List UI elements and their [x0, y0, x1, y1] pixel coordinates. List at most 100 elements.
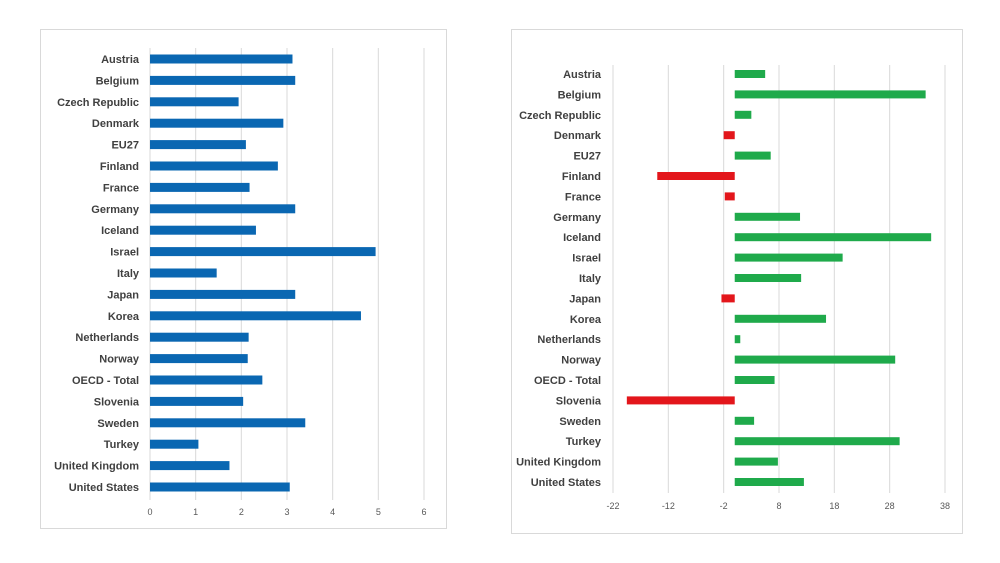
bar-1 — [150, 75, 296, 85]
category-label-4: EU27 — [111, 140, 139, 152]
bar-15 — [150, 375, 263, 385]
bar-20 — [734, 478, 804, 486]
bar-4 — [734, 151, 771, 160]
category-label-12: Korea — [108, 311, 140, 323]
bar-5 — [657, 172, 735, 180]
x-tick-label-5: 28 — [885, 501, 895, 511]
category-label-19: United Kingdom — [54, 461, 139, 473]
right-bar-chart: -22 -12 -2 8 18 28 38 Austria Belgium Czech Repub… — [516, 65, 950, 511]
category-label-4: EU27 — [573, 151, 601, 163]
bar-2 — [150, 97, 239, 107]
bar-4 — [150, 140, 246, 150]
bar-8 — [734, 233, 932, 242]
x-tick-label-2: -2 — [720, 501, 728, 511]
category-label-7: Germany — [91, 204, 140, 216]
left-chart-panel: 0 1 2 3 4 5 6 Austria Belgium Czech Republic Denma… — [40, 29, 447, 529]
x-tick-label-4: 4 — [330, 507, 335, 517]
bar-7 — [150, 204, 296, 214]
bar-6 — [150, 182, 250, 192]
category-label-8: Iceland — [563, 232, 601, 244]
category-label-0: Austria — [563, 69, 602, 81]
x-tick-label-5: 5 — [376, 507, 381, 517]
category-label-9: Israel — [110, 247, 139, 259]
bar-2 — [734, 110, 752, 119]
category-label-19: United Kingdom — [516, 457, 601, 469]
bar-19 — [150, 461, 230, 471]
category-label-20: United States — [69, 482, 139, 494]
category-label-5: Finland — [562, 171, 601, 183]
category-label-16: Slovenia — [556, 395, 602, 407]
category-label-9: Israel — [572, 253, 601, 265]
bar-9 — [734, 253, 843, 262]
category-label-7: Germany — [553, 212, 602, 224]
bar-20 — [150, 482, 290, 492]
category-label-17: Sweden — [97, 418, 139, 430]
category-label-15: OECD - Total — [534, 375, 601, 387]
category-label-6: France — [565, 191, 601, 203]
category-label-14: Norway — [99, 354, 140, 366]
bar-6 — [724, 192, 735, 201]
bar-3 — [723, 131, 735, 140]
category-label-10: Italy — [117, 268, 140, 280]
category-label-20: United States — [531, 477, 601, 489]
category-label-18: Turkey — [566, 436, 602, 448]
category-label-16: Slovenia — [94, 396, 140, 408]
bar-18 — [734, 437, 900, 446]
category-label-1: Belgium — [96, 75, 140, 87]
bar-14 — [734, 355, 896, 364]
bar-19 — [734, 457, 778, 466]
category-label-2: Czech Republic — [57, 97, 139, 109]
bar-18 — [150, 439, 199, 449]
category-label-0: Austria — [101, 54, 140, 66]
category-label-11: Japan — [569, 293, 601, 305]
category-label-2: Czech Republic — [519, 110, 601, 122]
bar-0 — [150, 54, 293, 64]
category-label-10: Italy — [579, 273, 602, 285]
bar-11 — [150, 289, 296, 299]
x-tick-label-4: 18 — [829, 501, 839, 511]
category-label-15: OECD - Total — [72, 375, 139, 387]
x-tick-label-6: 38 — [940, 501, 950, 511]
bar-12 — [150, 311, 361, 321]
bar-10 — [150, 268, 217, 278]
bar-1 — [734, 90, 926, 99]
bar-15 — [734, 376, 775, 384]
bar-7 — [734, 212, 801, 221]
category-label-8: Iceland — [101, 225, 139, 237]
category-label-13: Netherlands — [537, 334, 601, 346]
category-label-14: Norway — [561, 355, 602, 367]
x-tick-label-0: -22 — [606, 501, 619, 511]
x-tick-label-3: 8 — [776, 501, 781, 511]
bar-5 — [150, 161, 278, 171]
category-label-1: Belgium — [558, 89, 602, 101]
bar-13 — [734, 335, 741, 344]
bar-16 — [150, 396, 244, 406]
bar-13 — [150, 332, 249, 342]
bar-17 — [734, 416, 755, 425]
right-chart-panel: -22 -12 -2 8 18 28 38 Austria Belgium Czech Repub… — [511, 29, 963, 534]
category-label-17: Sweden — [559, 416, 601, 428]
category-label-3: Denmark — [554, 130, 602, 142]
x-tick-label-6: 6 — [421, 507, 426, 517]
bar-11 — [721, 294, 735, 303]
x-tick-label-0: 0 — [147, 507, 152, 517]
category-label-6: France — [103, 182, 139, 194]
category-label-12: Korea — [570, 314, 602, 326]
category-label-5: Finland — [100, 161, 139, 173]
bar-0 — [734, 70, 766, 78]
left-bar-chart: 0 1 2 3 4 5 6 Austria Belgium Czech Republic Denma… — [54, 48, 427, 517]
bar-3 — [150, 118, 284, 128]
category-label-18: Turkey — [104, 439, 140, 451]
bar-10 — [734, 274, 802, 282]
bar-17 — [150, 418, 306, 428]
category-label-13: Netherlands — [75, 332, 139, 344]
bar-12 — [734, 314, 827, 323]
bar-8 — [150, 225, 256, 235]
category-label-3: Denmark — [92, 118, 140, 130]
x-tick-label-1: 1 — [193, 507, 198, 517]
category-label-11: Japan — [107, 289, 139, 301]
x-tick-label-2: 2 — [239, 507, 244, 517]
x-tick-label-1: -12 — [662, 501, 675, 511]
x-tick-label-3: 3 — [284, 507, 289, 517]
bar-16 — [626, 396, 735, 405]
